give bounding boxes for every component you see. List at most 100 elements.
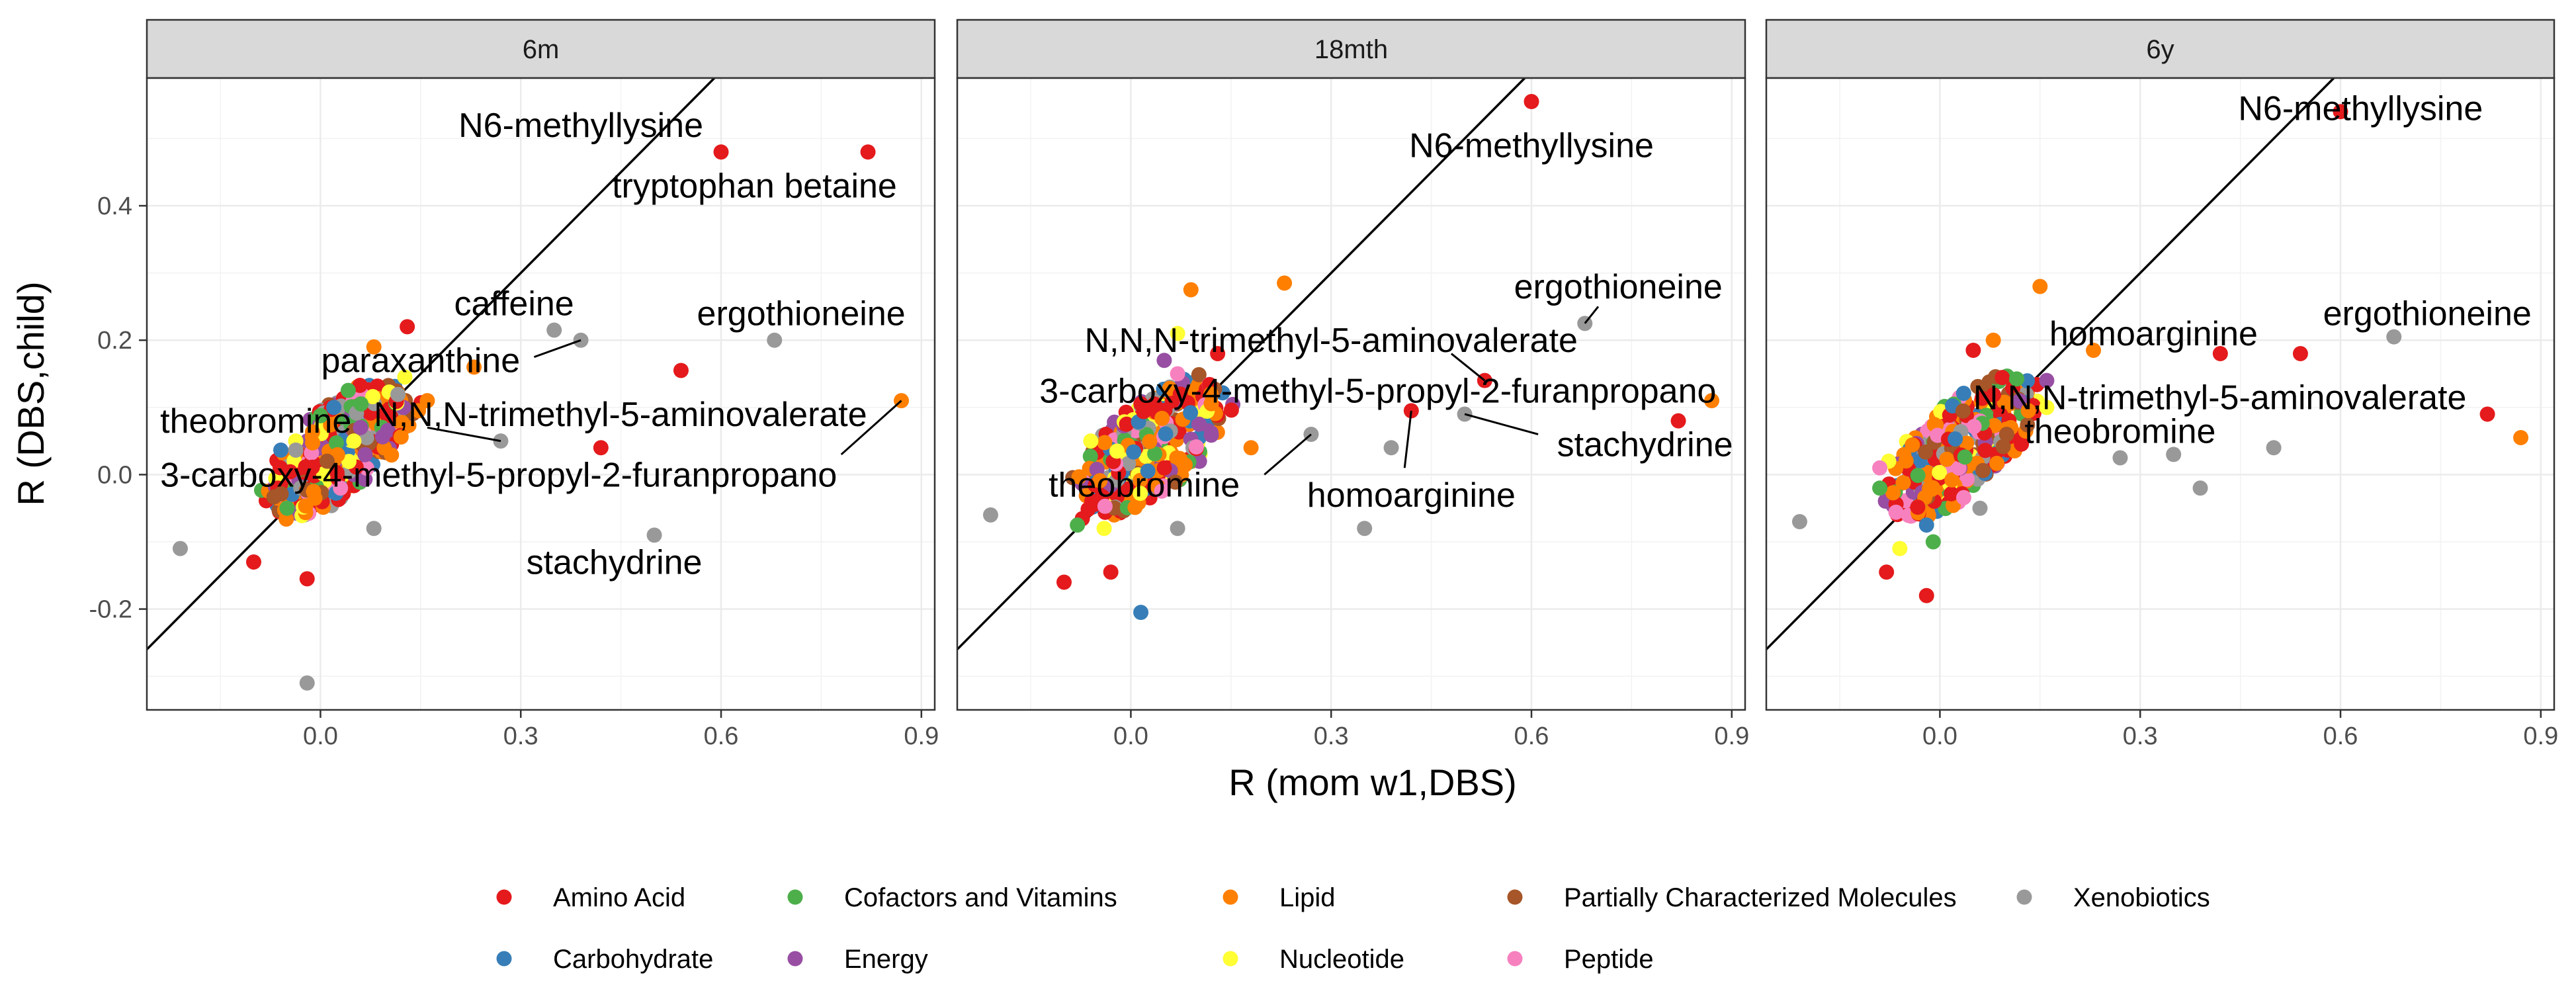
legend-key	[496, 951, 512, 967]
point-label: ergothioneine	[697, 295, 906, 333]
data-point	[1154, 483, 1170, 499]
label-leader-line	[533, 339, 581, 359]
label-leader-line	[1403, 410, 1412, 468]
y-tick-label: 0.0	[97, 461, 132, 489]
data-point	[393, 429, 409, 445]
data-point	[273, 442, 288, 458]
data-point	[1955, 386, 1971, 402]
legend-key	[1223, 951, 1238, 967]
data-point	[1156, 460, 1172, 476]
data-point	[2014, 436, 2030, 452]
x-tick-label: 0.3	[1314, 722, 1349, 750]
identity-line	[1766, 78, 2336, 650]
data-point	[2039, 400, 2055, 415]
data-point	[1996, 394, 2012, 410]
data-point	[1879, 564, 1895, 580]
data-point	[1203, 427, 1219, 443]
x-tick-label: 0.9	[904, 722, 939, 750]
data-point	[411, 403, 427, 419]
data-point	[2386, 329, 2402, 345]
data-point	[304, 424, 320, 440]
data-point	[1127, 499, 1143, 515]
data-point	[767, 332, 783, 348]
data-point	[1136, 404, 1152, 419]
facet-strip-label: 6y	[2146, 35, 2174, 64]
point-label: homoarginine	[1307, 476, 1516, 515]
data-point	[2192, 480, 2208, 496]
data-point	[2032, 279, 2048, 294]
cluster-points	[1877, 368, 2045, 524]
cluster-points	[1065, 367, 1241, 527]
x-tick-label: 0.6	[1514, 722, 1549, 750]
legend-item: Energy	[787, 945, 928, 974]
panel-18mth: 18mth N6-methyllysine ergothioneine N,N,N-t…	[956, 19, 1749, 750]
legend-item: Partially Characterized Molecules	[1507, 883, 1957, 912]
legend-label: Energy	[844, 945, 928, 974]
data-point	[1704, 393, 1720, 409]
x-tick-label: 0.3	[503, 722, 538, 750]
point-label: tryptophan betaine	[612, 167, 897, 206]
data-point	[365, 388, 381, 404]
data-point	[2039, 372, 2055, 388]
panel-border	[1765, 77, 2555, 711]
data-point	[1932, 464, 1948, 480]
data-point	[333, 480, 349, 496]
data-point	[1944, 486, 1959, 501]
label-leader-line	[427, 426, 501, 443]
label-leader-line	[1464, 413, 1539, 435]
data-point	[1892, 541, 1908, 556]
data-point	[298, 459, 314, 475]
point-label: N,N,N-trimethyl-5-aminovalerate	[374, 396, 867, 434]
data-point	[1910, 468, 1926, 484]
data-point	[1096, 521, 1112, 537]
legend-label: Xenobiotics	[2073, 883, 2210, 912]
data-point	[1974, 390, 1990, 406]
data-point	[1986, 387, 2002, 403]
point-label: 3-carboxy-4-methyl-5-propyl-2-furanpropa…	[160, 456, 837, 494]
data-point	[341, 453, 357, 469]
data-point	[1895, 474, 1911, 490]
data-point	[346, 433, 362, 449]
x-tick-label: 0.0	[1113, 722, 1148, 750]
data-point	[1948, 431, 1963, 447]
legend-item: Nucleotide	[1223, 945, 1404, 974]
y-tick-label: -0.2	[89, 596, 132, 624]
data-point	[2086, 342, 2102, 358]
legend-key	[1507, 951, 1523, 967]
data-point	[1918, 444, 1934, 460]
plot-area	[957, 78, 1745, 710]
data-point	[1966, 419, 1982, 435]
x-tick-label: 0.3	[2123, 722, 2158, 750]
legend-key	[1223, 889, 1238, 905]
data-point	[1924, 482, 1940, 498]
data-point	[245, 554, 261, 570]
data-point	[1133, 486, 1148, 501]
identity-line	[147, 78, 716, 650]
y-axis-title: R (DBS,child)	[10, 281, 52, 505]
plot-area	[147, 78, 935, 710]
data-point	[352, 378, 368, 394]
data-point	[1383, 440, 1399, 456]
plot-background	[957, 78, 1745, 710]
data-point	[466, 359, 482, 375]
label-leader-line	[1264, 433, 1312, 476]
data-point	[593, 440, 609, 456]
data-point	[1183, 282, 1199, 298]
data-point	[1918, 517, 1934, 533]
data-point	[340, 382, 356, 398]
legend-key	[787, 889, 803, 905]
point-label: paraxanthine	[321, 342, 520, 380]
legend-item: Lipid	[1223, 883, 1336, 912]
data-point	[2020, 417, 2036, 433]
data-point	[279, 500, 295, 516]
data-point	[1126, 444, 1142, 460]
legend-label: Cofactors and Vitamins	[844, 883, 1117, 912]
data-point	[1170, 366, 1185, 382]
data-point	[1172, 386, 1188, 402]
plot-area	[1766, 78, 2554, 710]
data-point	[1119, 416, 1135, 432]
data-point	[1888, 504, 1904, 520]
point-label: N6-methyllysine	[458, 107, 703, 145]
data-point	[1097, 435, 1113, 451]
legend: Amino Acid Carbohydrate Cofactors and Vita…	[496, 883, 2210, 974]
